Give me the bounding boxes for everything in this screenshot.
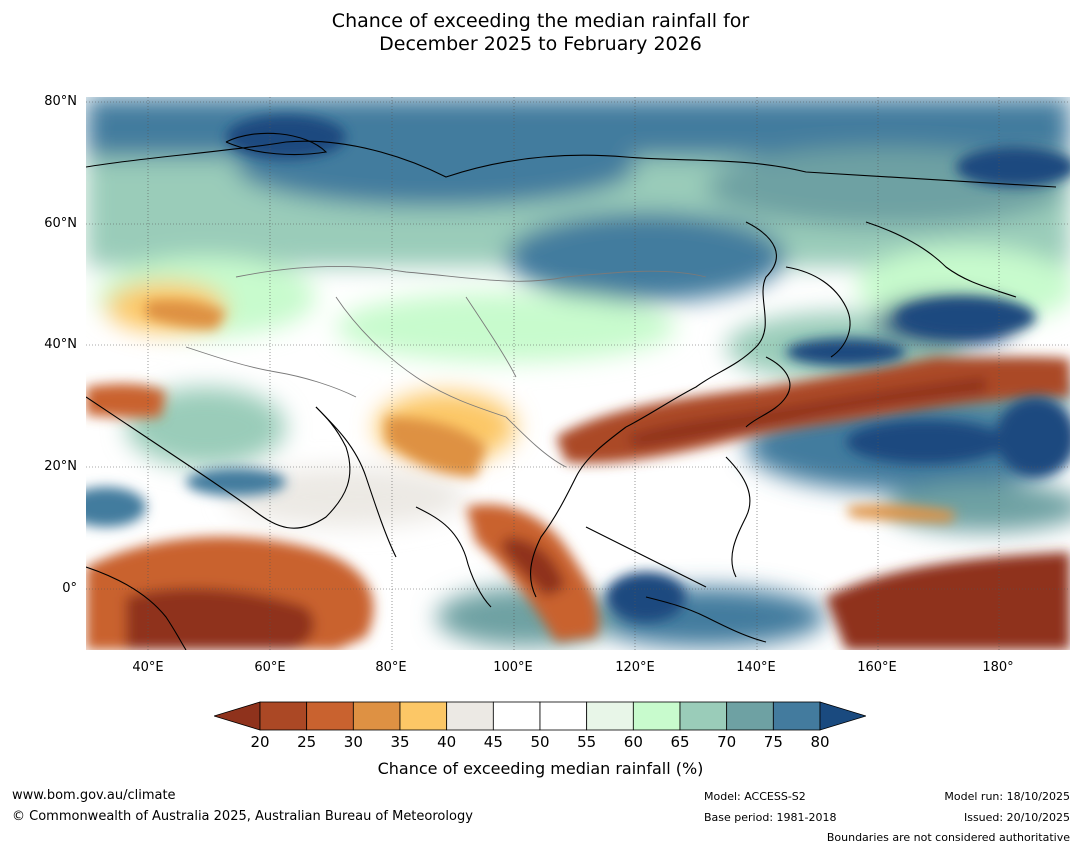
colorbar-tick-label: 20 <box>250 733 270 751</box>
website-link[interactable]: www.bom.gov.au/climate <box>12 788 176 803</box>
y-tick-0: 0° <box>62 581 77 596</box>
x-tick-140e: 140°E <box>736 660 776 675</box>
colorbar-swatch <box>586 701 634 731</box>
colorbar-swatch <box>679 701 728 731</box>
y-tick-80n: 80°N <box>44 94 77 109</box>
colorbar-swatch <box>726 701 774 731</box>
x-tick-100e: 100°E <box>493 660 533 675</box>
x-tick-60e: 60°E <box>254 660 286 675</box>
boundaries-disclaimer: Boundaries are not considered authoritat… <box>826 831 1070 844</box>
base-period: Base period: 1981-2018 <box>704 811 837 824</box>
colorbar-swatch <box>632 701 681 731</box>
colorbar-swatch <box>399 701 448 731</box>
colorbar-tick-label: 35 <box>390 733 410 751</box>
colorbar-tick-label: 55 <box>577 733 597 751</box>
colorbar-tick-label: 80 <box>810 733 830 751</box>
colorbar-swatch <box>539 701 588 731</box>
colorbar-tick-label: 70 <box>717 733 737 751</box>
model-run-date: Model run: 18/10/2025 <box>944 790 1070 803</box>
y-tick-60n: 60°N <box>44 216 77 231</box>
colorbar-swatch <box>772 701 821 731</box>
colorbar-tick-label: 25 <box>297 733 317 751</box>
copyright-text: © Commonwealth of Australia 2025, Austra… <box>12 809 473 824</box>
colorbar-title: Chance of exceeding median rainfall (%) <box>377 759 704 778</box>
x-tick-80e: 80°E <box>375 660 407 675</box>
colorbar-extend-low <box>212 701 261 731</box>
colorbar-tick-label: 40 <box>437 733 457 751</box>
colorbar-swatch <box>306 701 354 731</box>
rainfall-probability-map <box>86 97 1070 650</box>
colorbar-tick-label: 65 <box>670 733 690 751</box>
colorbar-swatch <box>446 701 494 731</box>
colorbar-tick-label: 75 <box>763 733 783 751</box>
map-title-line2: December 2025 to February 2026 <box>379 33 702 55</box>
colorbar-tick-label: 60 <box>623 733 643 751</box>
colorbar-extend-high <box>819 701 868 731</box>
issued-date: Issued: 20/10/2025 <box>963 811 1070 824</box>
colorbar-swatch <box>259 701 308 731</box>
colorbar-swatch <box>352 701 401 731</box>
y-tick-20n: 20°N <box>44 459 77 474</box>
x-tick-160e: 160°E <box>857 660 897 675</box>
model-name: Model: ACCESS-S2 <box>704 790 806 803</box>
y-tick-40n: 40°N <box>44 337 77 352</box>
map-title-line1: Chance of exceeding the median rainfall … <box>331 10 750 32</box>
colorbar-tick-label: 45 <box>483 733 503 751</box>
colorbar <box>212 700 868 732</box>
colorbar-tick-label: 50 <box>530 733 550 751</box>
x-tick-180: 180° <box>982 660 1014 675</box>
colorbar-tick-label: 30 <box>343 733 363 751</box>
x-tick-120e: 120°E <box>615 660 655 675</box>
colorbar-swatch <box>492 701 541 731</box>
x-tick-40e: 40°E <box>132 660 164 675</box>
